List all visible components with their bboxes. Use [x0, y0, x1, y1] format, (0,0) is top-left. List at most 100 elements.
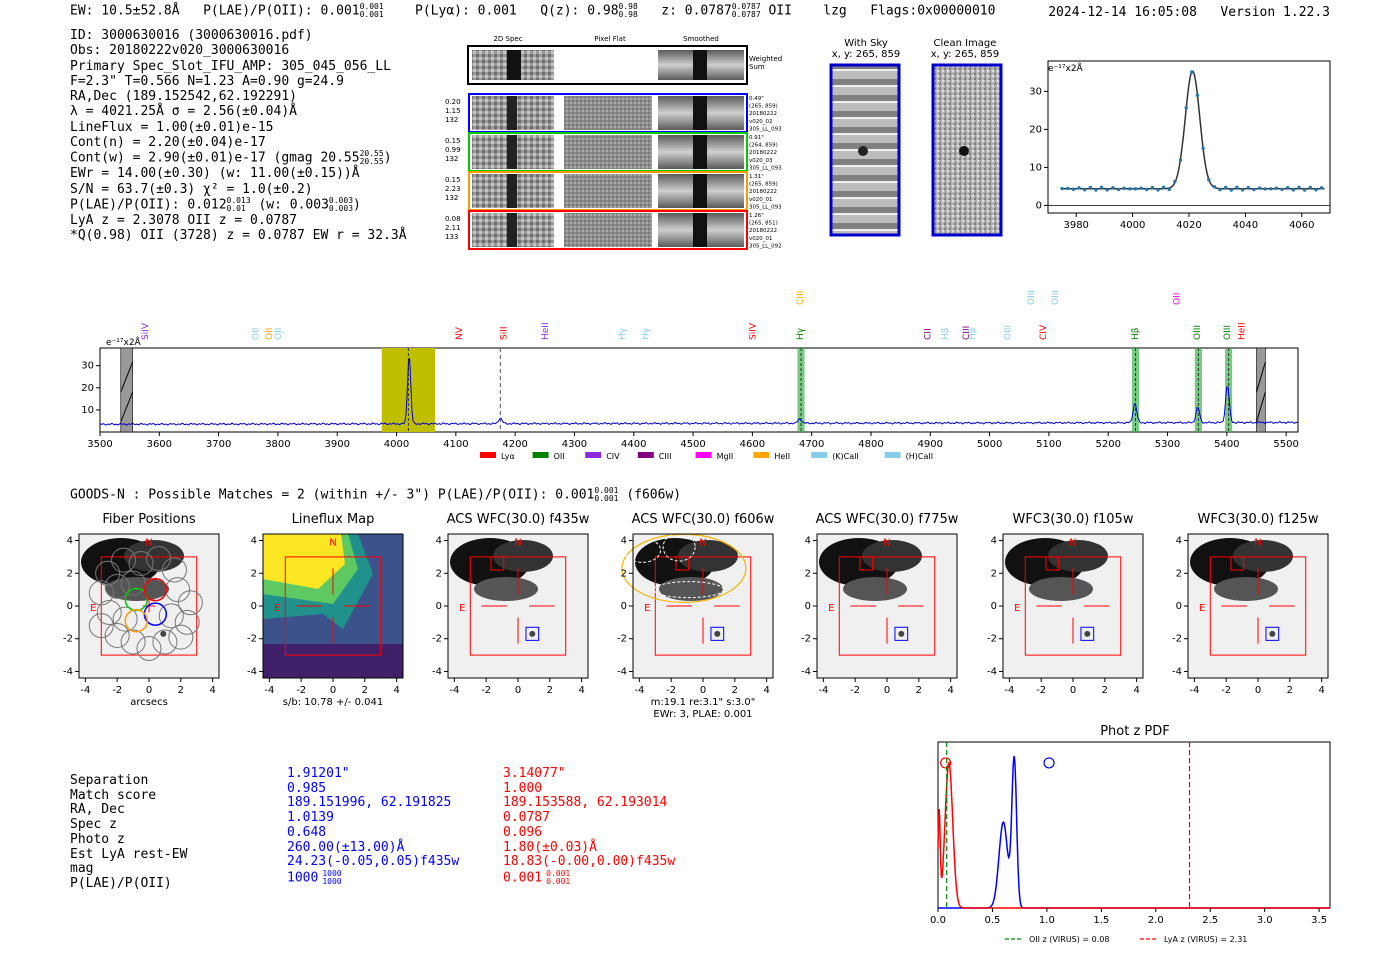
- aperture-box: [284, 556, 382, 656]
- photz-title: Phot z PDF: [1100, 724, 1170, 739]
- full-line-label: OII: [251, 328, 261, 340]
- east-label: E: [644, 603, 650, 614]
- info-sn: S/N = 63.7(±0.3) χ² = 1.0(±0.2): [70, 181, 313, 197]
- full-xtick-label: 5200: [1095, 439, 1120, 450]
- img-ytick-label: -2: [63, 634, 73, 645]
- detection-info: ID: 3000630016 (3000630016.pdf) Obs: 201…: [70, 28, 407, 244]
- match-row-label: Spec z: [70, 817, 117, 833]
- col-pixelflat-label: Pixel Flat: [594, 35, 626, 43]
- img-xtick-label: 0: [1070, 685, 1076, 696]
- zoom-data-point: [1229, 188, 1233, 192]
- info-lambda: λ = 4021.25Å σ = 2.56(±0.04)Å: [70, 104, 297, 120]
- zoom-ytick-label: 10: [1030, 162, 1042, 173]
- full-line-label: OIII: [1027, 290, 1037, 305]
- cutout-row-info: 0.91": [749, 135, 764, 141]
- match-value: 0.985: [287, 780, 327, 796]
- imaging-panel: N E -4 -4 -2 -2 0 0 2 2 4 4: [987, 533, 1144, 696]
- match-box-blue: [1080, 626, 1095, 641]
- legend-label: Lyα: [501, 452, 515, 461]
- fiber-circle: [136, 636, 162, 662]
- img-xtick-label: 4: [1133, 685, 1139, 696]
- cutout-row-info: 305_LL_093: [749, 126, 782, 132]
- photz-legend-label: OII z (VIRUS) = 0.08: [1029, 935, 1109, 944]
- cutout-row-stat: 133: [445, 233, 458, 241]
- cutout-row-info: 1.31": [749, 174, 764, 180]
- zoom-data-point: [1291, 188, 1296, 192]
- img-xtick-label: 4: [1318, 685, 1324, 696]
- cutout-row-info: 0.49": [749, 96, 764, 102]
- header-right: 2024-12-14 16:05:08 Version 1.22.3: [1048, 5, 1330, 20]
- img-ytick-label: 2: [251, 568, 257, 579]
- img-xlabel: arcsecs: [130, 697, 168, 708]
- zoom-data-point: [1263, 187, 1267, 191]
- img-ytick-label: 2: [1176, 568, 1182, 579]
- img-ytick-label: -2: [1172, 634, 1182, 645]
- img-xtick-label: -4: [80, 685, 90, 696]
- cutout-row-info: 20180222: [749, 111, 777, 117]
- img-ytick-label: 4: [805, 536, 811, 547]
- cutout-row-stat: 0.08: [445, 215, 461, 223]
- fiber-circle: [177, 590, 203, 616]
- zoom-data-point: [1122, 186, 1126, 190]
- full-xtick-label: 4700: [799, 439, 824, 450]
- zoom-data-point: [1302, 188, 1307, 192]
- legend-swatch: [884, 452, 901, 458]
- north-label: N: [145, 537, 152, 548]
- full-masked-region: [1256, 347, 1266, 433]
- img-ytick-label: 0: [251, 601, 257, 612]
- legend-swatch: [532, 452, 549, 458]
- img-ytick-label: 4: [436, 536, 442, 547]
- match-row-label: RA, Dec: [70, 802, 125, 818]
- zoom-data-point: [1297, 185, 1301, 190]
- img-ytick-label: -2: [801, 634, 811, 645]
- img-ytick-label: 2: [621, 568, 627, 579]
- weighted-sum-label: Weighted Sum: [749, 55, 782, 71]
- match-box-red: [859, 556, 874, 571]
- legend-swatch: [811, 452, 828, 458]
- cutout-pixelflat: [564, 174, 652, 208]
- zoom-data-point: [1066, 186, 1070, 191]
- info-radec: RA,Dec (189.152542,62.192291): [70, 89, 297, 105]
- full-line-label: CIII: [962, 326, 972, 340]
- zoom-data-point: [1212, 184, 1217, 189]
- photz-xtick-label: 3.0: [1257, 915, 1273, 926]
- legend-label: (K)CaII: [832, 452, 859, 461]
- match-box-blue: [1265, 626, 1280, 641]
- north-label: N: [699, 537, 706, 548]
- zoom-data-point: [1071, 187, 1076, 191]
- fiber-circle: [96, 600, 122, 626]
- img-xtick-label: -2: [666, 685, 676, 696]
- header-flags: Flags:0x00000010: [870, 3, 996, 19]
- match-value: 1.80(±0.03)Å: [503, 839, 597, 855]
- full-units-label: e⁻¹⁷x2Å: [106, 336, 142, 348]
- match-box-blue: [710, 626, 725, 641]
- img-xtick-label: 2: [178, 685, 184, 696]
- img-xtick-label: -2: [296, 685, 306, 696]
- cutout-row-info: 1.26": [749, 213, 764, 219]
- fiber-orange: [124, 608, 149, 633]
- info-ewr: EWr = 14.00(±0.30) (w: 11.00(±0.15))Å: [70, 166, 360, 182]
- img-xtick-label: 4: [578, 685, 584, 696]
- full-line-label: HeII: [1238, 322, 1248, 340]
- zoom-data-point: [1235, 185, 1239, 190]
- info-id: ID: 3000630016 (3000630016.pdf): [70, 28, 313, 43]
- img-ytick-label: 0: [991, 601, 997, 612]
- with-sky-title: With Sky x, y: 265, 859: [831, 38, 901, 60]
- fiber-circle: [104, 573, 130, 599]
- match-box-blue: [525, 626, 540, 641]
- img-xtick-label: 2: [732, 685, 738, 696]
- imaging-panel: N E -4 -4 -2 -2 0 0 2 2 4 4: [1172, 533, 1329, 696]
- full-ytick-label: 30: [81, 361, 94, 372]
- zoom-data-point: [1246, 185, 1250, 190]
- full-xtick-label: 4900: [918, 439, 943, 450]
- img-ytick-label: -2: [432, 634, 442, 645]
- spec-cutouts: 2D Spec Pixel Flat Smoothed Weighted Sum …: [445, 35, 782, 250]
- zoom-data-point: [1150, 185, 1155, 190]
- info-lineflux: LineFlux = 1.00(±0.01)e-15: [70, 119, 274, 135]
- full-xtick-label: 4200: [502, 439, 527, 450]
- match-row-label: P(LAE)/P(OII): [70, 875, 172, 891]
- img-ytick-label: 0: [436, 601, 442, 612]
- cutout-row-frame: [468, 210, 748, 250]
- img-xtick-label: -4: [634, 685, 644, 696]
- full-line-label: SiIV: [141, 322, 151, 340]
